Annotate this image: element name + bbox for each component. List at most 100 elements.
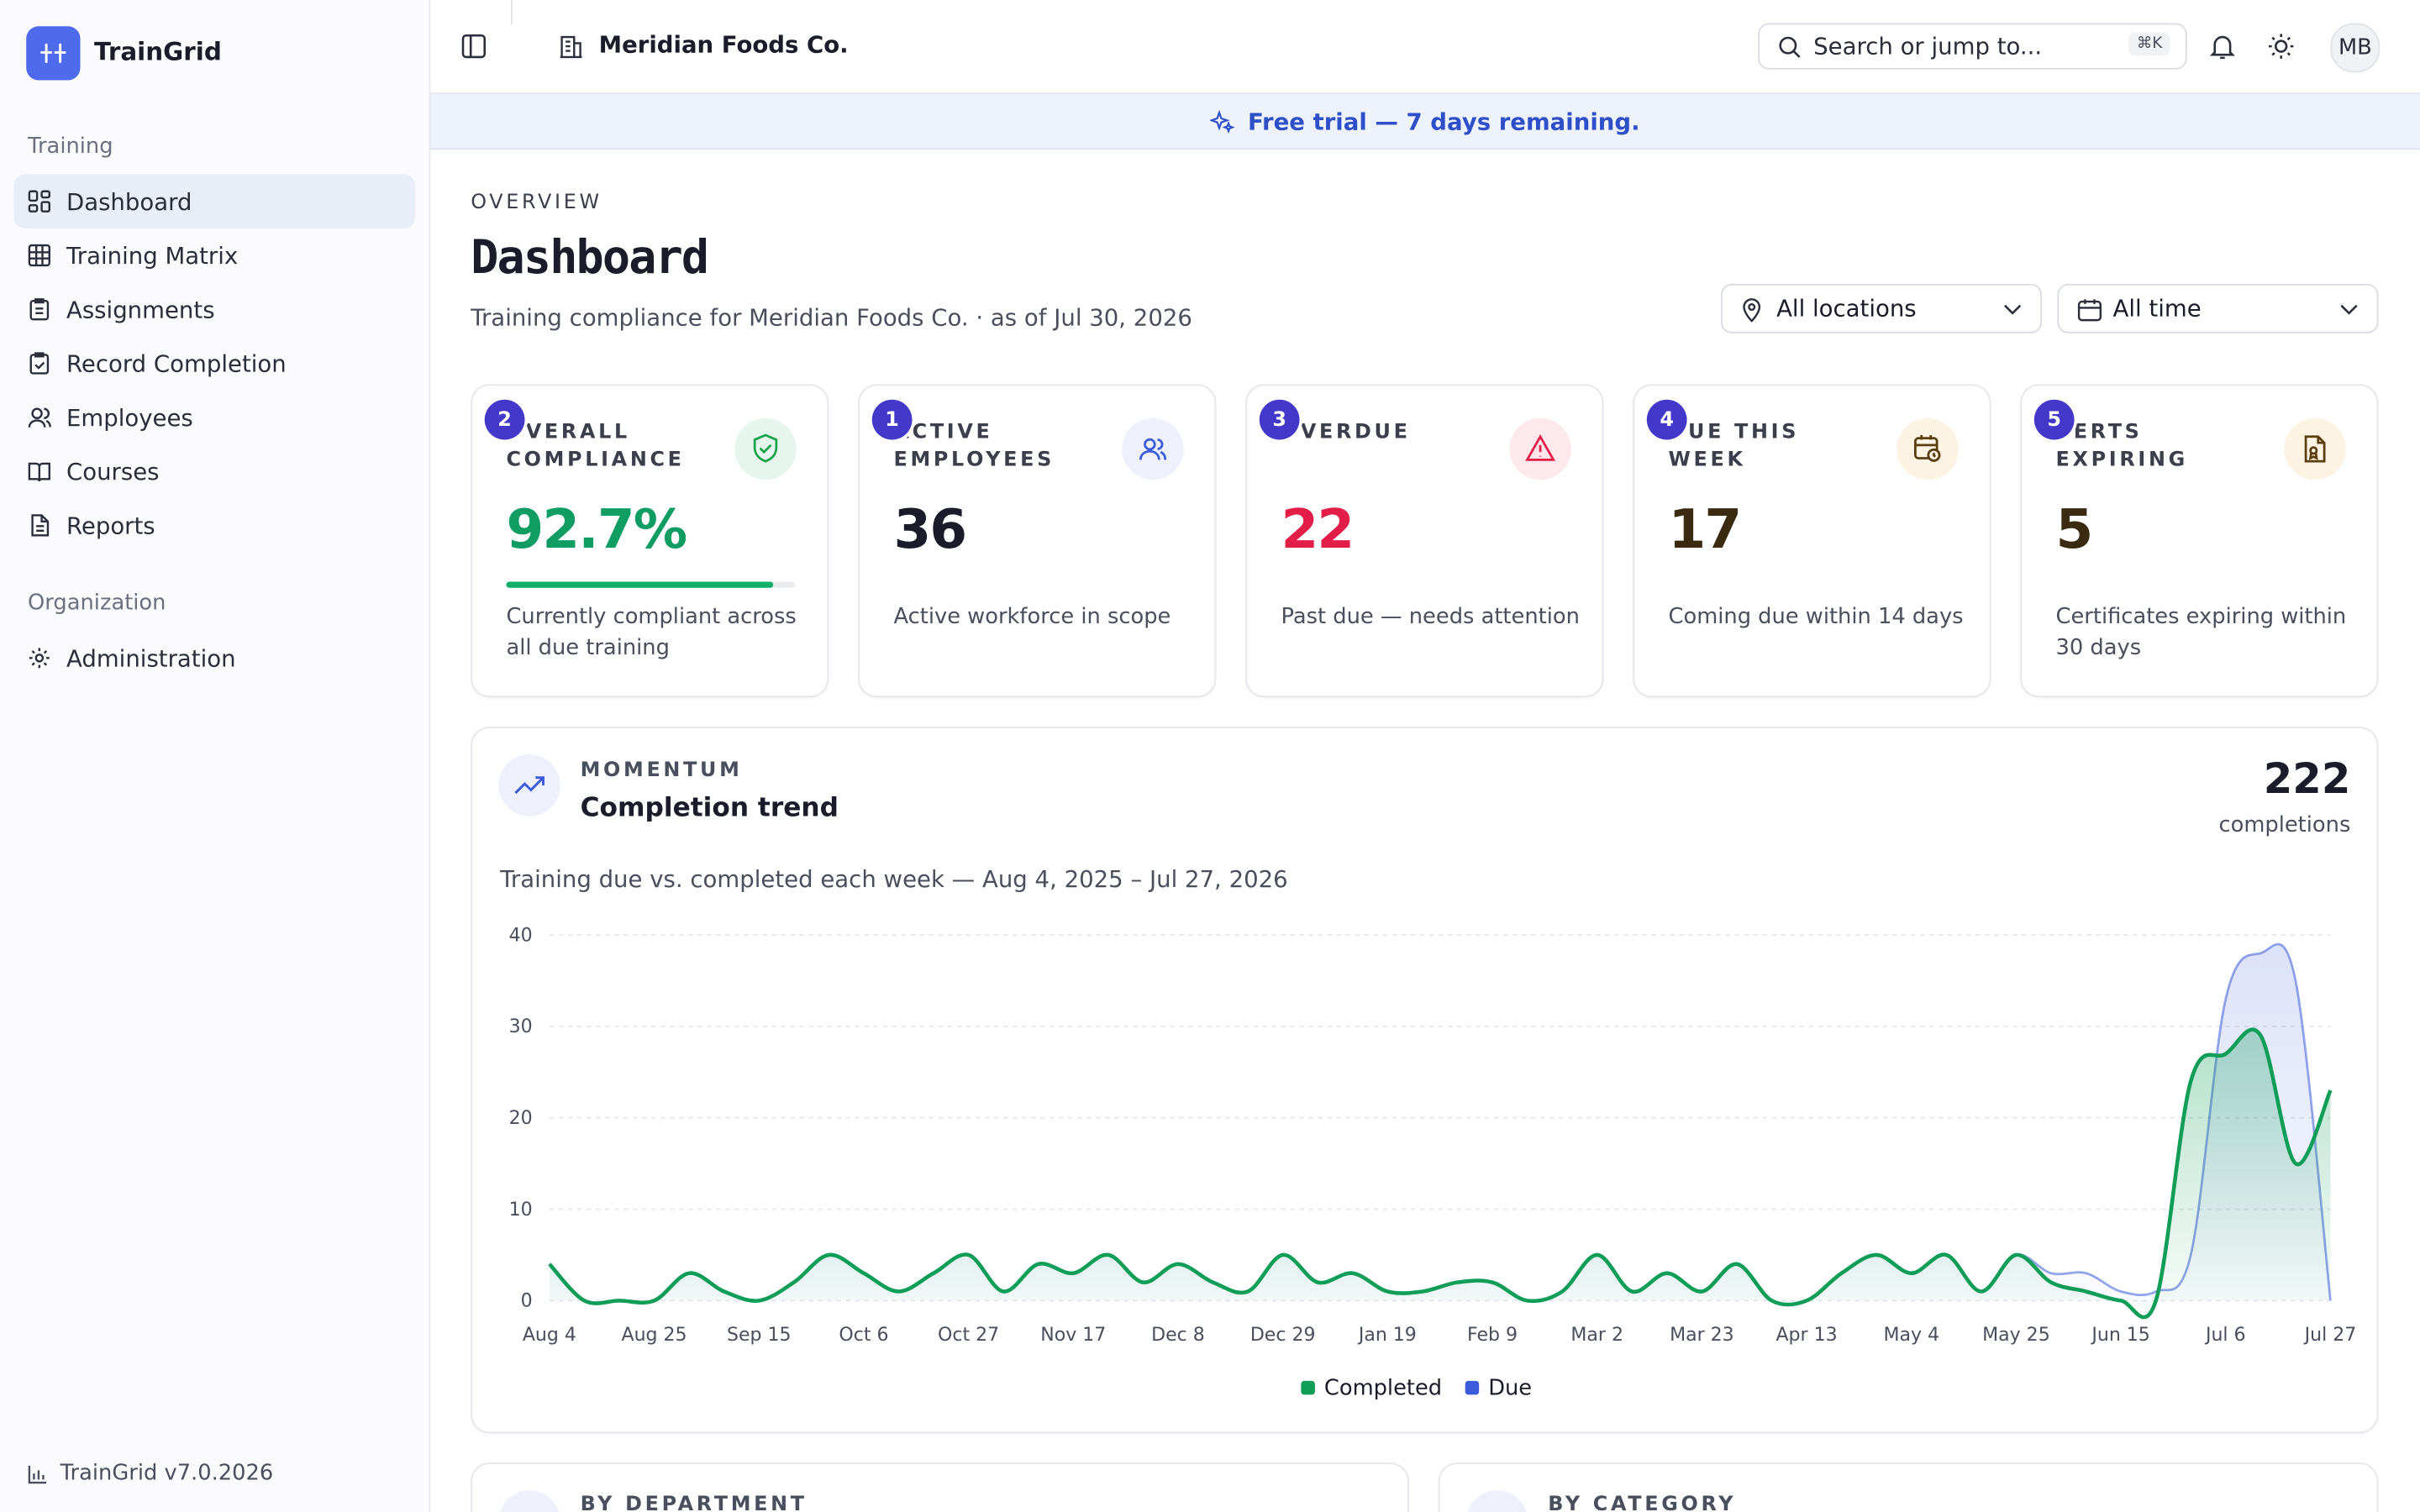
nav-section-title: Training: [28, 134, 113, 160]
kpi-note: Currently compliant across all due train…: [506, 605, 797, 661]
x-tick-label: Sep 15: [727, 1325, 792, 1346]
nav-label: Employees: [66, 403, 193, 432]
x-tick-label: May 25: [1982, 1325, 2050, 1346]
x-tick-label: Jun 15: [2090, 1325, 2149, 1346]
kpi-card: OVERALL COMPLIANCE 92.7% Currently complia…: [471, 384, 829, 698]
department-card: BY DEPARTMENT: [471, 1462, 1409, 1512]
chart-subtitle: Training due vs. completed each week — A…: [500, 865, 1288, 894]
legend-label: Completed: [1324, 1375, 1442, 1400]
kpi-label: DUE THIS WEEK: [1668, 421, 1800, 473]
legend-swatch: [1465, 1380, 1480, 1395]
page-subtitle: Training compliance for Meridian Foods C…: [471, 303, 1192, 332]
y-tick-label: 10: [509, 1200, 533, 1221]
legend-label: Due: [1488, 1375, 1532, 1400]
nav-item[interactable]: Reports: [14, 498, 416, 552]
kpi-icon: [1122, 417, 1184, 480]
trend-title: Completion trend: [580, 793, 839, 824]
brand: TrainGrid: [94, 37, 222, 66]
x-tick-label: Nov 17: [1040, 1325, 1106, 1346]
x-tick-label: Jul 27: [2303, 1325, 2357, 1346]
sidebar: TrainGrid Training Dashboard Training Matr…: [0, 0, 431, 1512]
x-tick-label: Jul 6: [2204, 1325, 2246, 1346]
nav-label: Courses: [66, 457, 160, 486]
version-icon: [28, 1465, 47, 1484]
kpi-note: Active workforce in scope: [893, 605, 1171, 630]
version: TrainGrid v7.0.2026: [60, 1461, 274, 1486]
category-card: BY CATEGORY: [1438, 1462, 2379, 1512]
kpi-card: CERTS EXPIRING 5 Certificates expiring wit…: [2020, 384, 2379, 698]
kpi-value: 36: [893, 500, 967, 562]
nav-item[interactable]: Dashboard: [13, 174, 416, 228]
card-eyebrow: BY CATEGORY: [1548, 1493, 1737, 1512]
filter-label: All time: [2112, 294, 2202, 323]
kpi-icon: [2284, 417, 2346, 480]
trend-icon: [498, 754, 560, 816]
y-tick-label: 20: [509, 1108, 533, 1129]
x-tick-label: Aug 4: [523, 1325, 576, 1346]
card-icon: [498, 1490, 560, 1512]
card-eyebrow: BY DEPARTMENT: [580, 1493, 808, 1512]
page-title: Dashboard: [471, 231, 709, 286]
logo[interactable]: [26, 26, 81, 81]
topbar: Meridian Foods Co. Search or jump to... …: [430, 0, 2420, 95]
x-tick-label: May 4: [1883, 1325, 1939, 1346]
progress-track: [506, 581, 795, 588]
kpi-card: DUE THIS WEEK 17 Coming due within 14 days…: [1633, 384, 1991, 698]
nav-label: Assignments: [66, 295, 215, 323]
legend-swatch: [1301, 1380, 1315, 1395]
kpi-badge: 2: [484, 399, 525, 440]
card-icon: [1465, 1490, 1528, 1512]
kpi-value: 17: [1668, 500, 1743, 562]
trend-total-label: completions: [2218, 812, 2351, 838]
org-name[interactable]: Meridian Foods Co.: [598, 30, 849, 59]
trend-chart: 0 10 20 30 40 Aug 4 Aug 25 Sep 15 Oct 6 Oct 27 Nov…: [509, 925, 2357, 1400]
y-tick-label: 40: [509, 925, 533, 946]
kpi-icon: [1509, 417, 1571, 480]
nav-item[interactable]: Administration: [14, 631, 416, 685]
avatar[interactable]: MB: [2330, 23, 2381, 73]
kpi-badge: 1: [871, 399, 913, 440]
nav-item[interactable]: Training Matrix: [14, 228, 416, 282]
divider: [510, 0, 513, 25]
x-tick-label: Aug 25: [622, 1325, 687, 1346]
eyebrow: OVERVIEW: [471, 191, 602, 215]
notifications[interactable]: [2208, 33, 2236, 60]
banner-text: Free trial — 7 days remaining.: [1247, 107, 1640, 135]
nav-item[interactable]: Record Completion: [14, 336, 416, 390]
kpi-label: ACTIVE EMPLOYEES: [893, 421, 1055, 473]
trial-banner: Free trial — 7 days remaining.: [430, 94, 2420, 150]
kpi-label: CERTS EXPIRING: [2055, 421, 2188, 473]
series-area: [549, 943, 2331, 1305]
x-tick-label: Oct 27: [938, 1325, 999, 1346]
kpi-label: OVERDUE: [1281, 421, 1411, 444]
search[interactable]: Search or jump to... ⌘K: [1758, 23, 2187, 70]
time-filter[interactable]: All time: [2057, 283, 2379, 333]
series-line: [548, 942, 2332, 1306]
sidebar-toggle[interactable]: [461, 34, 487, 59]
kpi-note: Past due — needs attention: [1281, 605, 1580, 630]
kpi-note: Coming due within 14 days: [1668, 605, 1964, 630]
nav-item[interactable]: Employees: [14, 391, 416, 444]
x-tick-label: Dec 8: [1151, 1325, 1205, 1346]
nav-label: Administration: [66, 643, 236, 672]
nav-item[interactable]: Courses: [14, 444, 416, 498]
location-filter[interactable]: All locations: [1720, 283, 2043, 333]
x-tick-label: Mar 2: [1570, 1325, 1623, 1346]
x-tick-label: Feb 9: [1467, 1325, 1518, 1346]
y-tick-label: 30: [509, 1016, 533, 1037]
y-tick-label: 0: [521, 1291, 533, 1312]
nav-label: Training Matrix: [66, 241, 239, 270]
kpi-icon: [1897, 417, 1959, 480]
kpi-badge: 3: [1259, 399, 1300, 440]
kpi-value: 22: [1281, 500, 1355, 562]
kpi-icon: [734, 417, 797, 480]
theme-toggle[interactable]: [2267, 33, 2295, 60]
nav-item[interactable]: Assignments: [14, 282, 416, 336]
org-icon: [560, 35, 582, 59]
x-tick-label: Dec 29: [1250, 1325, 1316, 1346]
kpi-card: ACTIVE EMPLOYEES 36 Active workforce in sc…: [858, 384, 1217, 698]
kpi-value: 5: [2055, 500, 2094, 562]
nav-label: Record Completion: [66, 349, 287, 378]
x-tick-label: Oct 6: [839, 1325, 888, 1346]
